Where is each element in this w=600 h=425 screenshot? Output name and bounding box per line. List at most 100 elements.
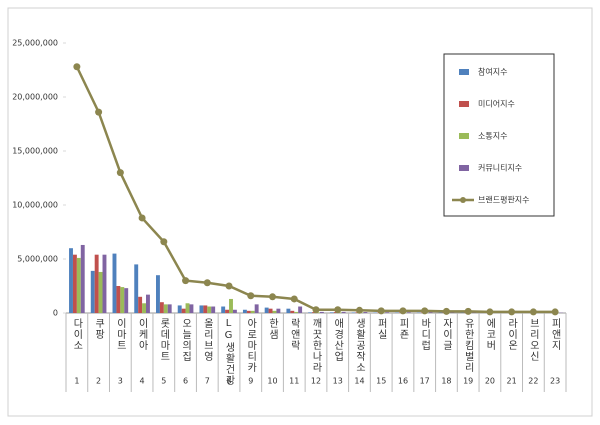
bar xyxy=(272,310,277,313)
rank-label: 8 xyxy=(226,377,231,386)
rank-label: 22 xyxy=(528,377,538,386)
x-tick-label: LG생활건강 xyxy=(223,318,235,386)
bar xyxy=(189,304,194,313)
legend-swatch xyxy=(459,101,469,107)
legend-swatch xyxy=(460,197,466,203)
bar xyxy=(98,271,103,313)
bar xyxy=(211,306,216,313)
bar xyxy=(337,312,342,313)
rank-label: 1 xyxy=(74,377,79,386)
line-marker xyxy=(551,308,559,316)
bar xyxy=(450,312,455,313)
line-marker xyxy=(312,306,320,314)
bar xyxy=(76,257,81,313)
bar xyxy=(181,308,186,313)
line-marker xyxy=(377,307,385,315)
x-tick-label: 퍼실 xyxy=(375,318,387,340)
bar xyxy=(286,308,291,313)
bar xyxy=(329,312,334,313)
bar xyxy=(276,308,281,313)
bar xyxy=(225,309,230,313)
legend-label: 소통지수 xyxy=(478,132,507,141)
y-tick-label: 20,000,000 xyxy=(12,93,58,102)
x-tick-label: 아로마티카 xyxy=(245,318,257,373)
x-tick-label: 이마트 xyxy=(114,318,126,351)
x-tick-label: 한샘 xyxy=(267,318,279,340)
line-marker xyxy=(529,308,537,316)
line-marker xyxy=(334,306,342,314)
bar xyxy=(221,306,226,313)
rank-label: 17 xyxy=(420,377,430,386)
line-marker xyxy=(442,307,450,315)
legend-label: 커뮤니티지수 xyxy=(478,163,522,173)
x-tick-label: 바디럽 xyxy=(419,318,431,351)
y-tick-label: 10,000,000 xyxy=(12,201,58,210)
line-marker xyxy=(160,238,168,246)
bar xyxy=(94,254,99,313)
bar xyxy=(185,303,190,313)
rank-label: 14 xyxy=(354,377,364,386)
rank-label: 20 xyxy=(485,377,495,386)
line-marker xyxy=(182,277,190,285)
rank-label: 23 xyxy=(550,377,560,386)
bar xyxy=(156,275,160,313)
legend-swatch xyxy=(459,69,469,75)
bar xyxy=(120,287,125,313)
bar xyxy=(124,288,129,313)
bar xyxy=(351,312,356,313)
bar xyxy=(167,304,172,313)
bar xyxy=(134,264,139,313)
bar xyxy=(308,312,313,313)
line-marker xyxy=(486,308,494,316)
y-tick-label: 0 xyxy=(53,309,58,318)
rank-label: 7 xyxy=(205,377,210,386)
bar xyxy=(363,312,368,313)
x-tick-label: 피앤지 xyxy=(549,318,561,351)
rank-label: 15 xyxy=(376,377,386,386)
legend-swatch xyxy=(459,133,469,139)
y-tick-label: 25,000,000 xyxy=(12,39,58,48)
bar xyxy=(242,309,247,313)
rank-label: 13 xyxy=(333,377,343,386)
rank-label: 10 xyxy=(267,377,277,386)
x-tick-label: 라이온 xyxy=(506,318,518,351)
legend-label: 미디어지수 xyxy=(478,99,515,109)
bar xyxy=(319,311,324,313)
bar xyxy=(264,307,269,313)
bar xyxy=(203,305,208,313)
bar xyxy=(385,312,390,313)
x-tick-label: 롯데마트 xyxy=(158,318,170,362)
bar xyxy=(428,312,433,313)
line-marker xyxy=(95,108,103,116)
rank-label: 6 xyxy=(183,377,188,386)
bar xyxy=(207,306,212,313)
line-marker xyxy=(247,292,255,300)
rank-label: 19 xyxy=(463,377,473,386)
bar xyxy=(232,309,237,313)
bar xyxy=(298,306,303,313)
bar xyxy=(268,308,273,313)
bar xyxy=(199,305,204,313)
bar xyxy=(341,311,346,313)
bar xyxy=(294,311,299,313)
x-tick-label: 오늘의집 xyxy=(180,318,192,362)
bar xyxy=(80,244,85,313)
line-marker xyxy=(399,307,407,315)
x-tick-label: 올리브영 xyxy=(201,318,213,362)
bar xyxy=(290,310,295,313)
bar xyxy=(69,248,73,313)
rank-label: 3 xyxy=(118,377,123,386)
x-tick-label: 락앤락 xyxy=(288,318,300,351)
x-tick-label: 깨끗한나라 xyxy=(310,318,322,373)
bar xyxy=(146,294,150,313)
bar xyxy=(246,310,251,313)
bar xyxy=(138,296,143,313)
x-tick-label: 에코버 xyxy=(484,318,496,351)
bar xyxy=(72,254,77,313)
line-marker xyxy=(464,307,472,315)
rank-label: 5 xyxy=(161,377,166,386)
line-marker xyxy=(355,306,363,314)
bar xyxy=(316,312,320,313)
rank-label: 4 xyxy=(140,377,145,386)
legend-label: 브랜드평판지수 xyxy=(478,195,530,205)
